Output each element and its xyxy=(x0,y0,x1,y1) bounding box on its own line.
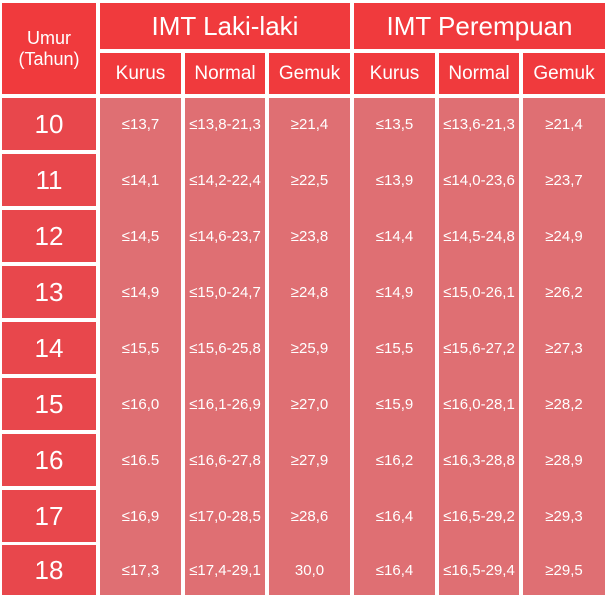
male-group-header: IMT Laki-laki xyxy=(100,3,350,49)
age-cell: 12 xyxy=(2,210,96,262)
male-normal-value: ≤15,6-25,8 xyxy=(189,339,261,357)
age-cell: 18 xyxy=(2,545,96,595)
male-kurus-value: ≤14,5 xyxy=(121,227,160,245)
male-kurus-column xyxy=(100,98,181,595)
male-gemuk-value: ≥28,6 xyxy=(290,507,329,525)
male-gemuk-value: ≥23,8 xyxy=(290,227,329,245)
male-normal-value: ≤17,0-28,5 xyxy=(189,507,261,525)
male-normal-value: ≤15,0-24,7 xyxy=(189,283,261,301)
female-gemuk-column xyxy=(523,98,605,595)
male-normal-value: ≤14,2-22,4 xyxy=(189,171,261,189)
age-cell: 15 xyxy=(2,378,96,430)
female-kurus-value: ≤16,4 xyxy=(375,561,414,579)
male-gemuk-value: ≥27,9 xyxy=(290,451,329,469)
male-kurus-value: ≤14,1 xyxy=(121,171,160,189)
male-gemuk-value: ≥25,9 xyxy=(290,339,329,357)
male-kurus-value: ≤16,0 xyxy=(121,395,160,413)
female-group-header: IMT Perempuan xyxy=(354,3,605,49)
female-gemuk-value: ≥21,4 xyxy=(545,115,583,133)
female-normal-value: ≤15,6-27,2 xyxy=(443,339,515,357)
male-kurus-value: ≤15,5 xyxy=(121,339,160,357)
female-gemuk-value: ≥27,3 xyxy=(545,339,583,357)
female-kurus-value: ≤15,9 xyxy=(375,395,414,413)
female-normal-value: ≤16,5-29,4 xyxy=(443,561,515,579)
male-kurus-value: ≤16.5 xyxy=(121,451,160,469)
female-kurus-value: ≤13,5 xyxy=(375,115,414,133)
female-normal-value: ≤15,0-26,1 xyxy=(443,283,515,301)
male-normal-value: ≤16,6-27,8 xyxy=(189,451,261,469)
male-gemuk-value: ≥22,5 xyxy=(290,171,329,189)
male-col-normal: Normal xyxy=(185,53,265,94)
male-normal-column xyxy=(185,98,265,595)
female-normal-value: ≤16,0-28,1 xyxy=(443,395,515,413)
male-gemuk-value: ≥21,4 xyxy=(290,115,329,133)
female-kurus-value: ≤14,4 xyxy=(375,227,414,245)
female-gemuk-value: ≥24,9 xyxy=(545,227,583,245)
female-kurus-value: ≤15,5 xyxy=(375,339,414,357)
male-gemuk-value: ≥27,0 xyxy=(290,395,329,413)
age-header-line2: (Tahun) xyxy=(18,48,80,69)
male-normal-value: ≤13,8-21,3 xyxy=(189,115,261,133)
male-gemuk-column xyxy=(269,98,350,595)
female-kurus-column xyxy=(354,98,435,595)
age-cell: 14 xyxy=(2,322,96,374)
female-col-normal: Normal xyxy=(439,53,519,94)
age-cell: 16 xyxy=(2,434,96,486)
female-gemuk-value: ≥28,9 xyxy=(545,451,583,469)
age-header: Umur (Tahun) xyxy=(2,3,96,94)
age-cell: 10 xyxy=(2,98,96,150)
male-kurus-value: ≤14,9 xyxy=(121,283,160,301)
female-gemuk-value: ≥29,5 xyxy=(545,561,583,579)
male-kurus-value: ≤13,7 xyxy=(121,115,160,133)
age-cell: 11 xyxy=(2,154,96,206)
male-normal-value: ≤17,4-29,1 xyxy=(189,561,261,579)
female-col-kurus: Kurus xyxy=(354,53,435,94)
female-normal-value: ≤14,0-23,6 xyxy=(443,171,515,189)
female-normal-value: ≤16,3-28,8 xyxy=(443,451,515,469)
male-gemuk-value: 30,0 xyxy=(294,561,325,579)
female-kurus-value: ≤16,2 xyxy=(375,451,414,469)
male-gemuk-value: ≥24,8 xyxy=(290,283,329,301)
female-gemuk-value: ≥28,2 xyxy=(545,395,583,413)
male-normal-value: ≤16,1-26,9 xyxy=(189,395,261,413)
male-normal-value: ≤14,6-23,7 xyxy=(189,227,261,245)
male-col-gemuk: Gemuk xyxy=(269,53,350,94)
male-col-kurus: Kurus xyxy=(100,53,181,94)
female-kurus-value: ≤16,4 xyxy=(375,507,414,525)
female-kurus-value: ≤14,9 xyxy=(375,283,414,301)
female-gemuk-value: ≥23,7 xyxy=(545,171,583,189)
female-normal-value: ≤14,5-24,8 xyxy=(443,227,515,245)
female-gemuk-value: ≥29,3 xyxy=(545,507,583,525)
female-kurus-value: ≤13,9 xyxy=(375,171,414,189)
age-cell: 17 xyxy=(2,490,96,542)
age-header-line1: Umur xyxy=(27,27,71,48)
male-kurus-value: ≤17,3 xyxy=(121,561,160,579)
female-gemuk-value: ≥26,2 xyxy=(545,283,583,301)
female-col-gemuk: Gemuk xyxy=(523,53,605,94)
female-normal-column xyxy=(439,98,519,595)
age-cell: 13 xyxy=(2,266,96,318)
male-kurus-value: ≤16,9 xyxy=(121,507,160,525)
female-normal-value: ≤16,5-29,2 xyxy=(443,507,515,525)
female-normal-value: ≤13,6-21,3 xyxy=(443,115,515,133)
